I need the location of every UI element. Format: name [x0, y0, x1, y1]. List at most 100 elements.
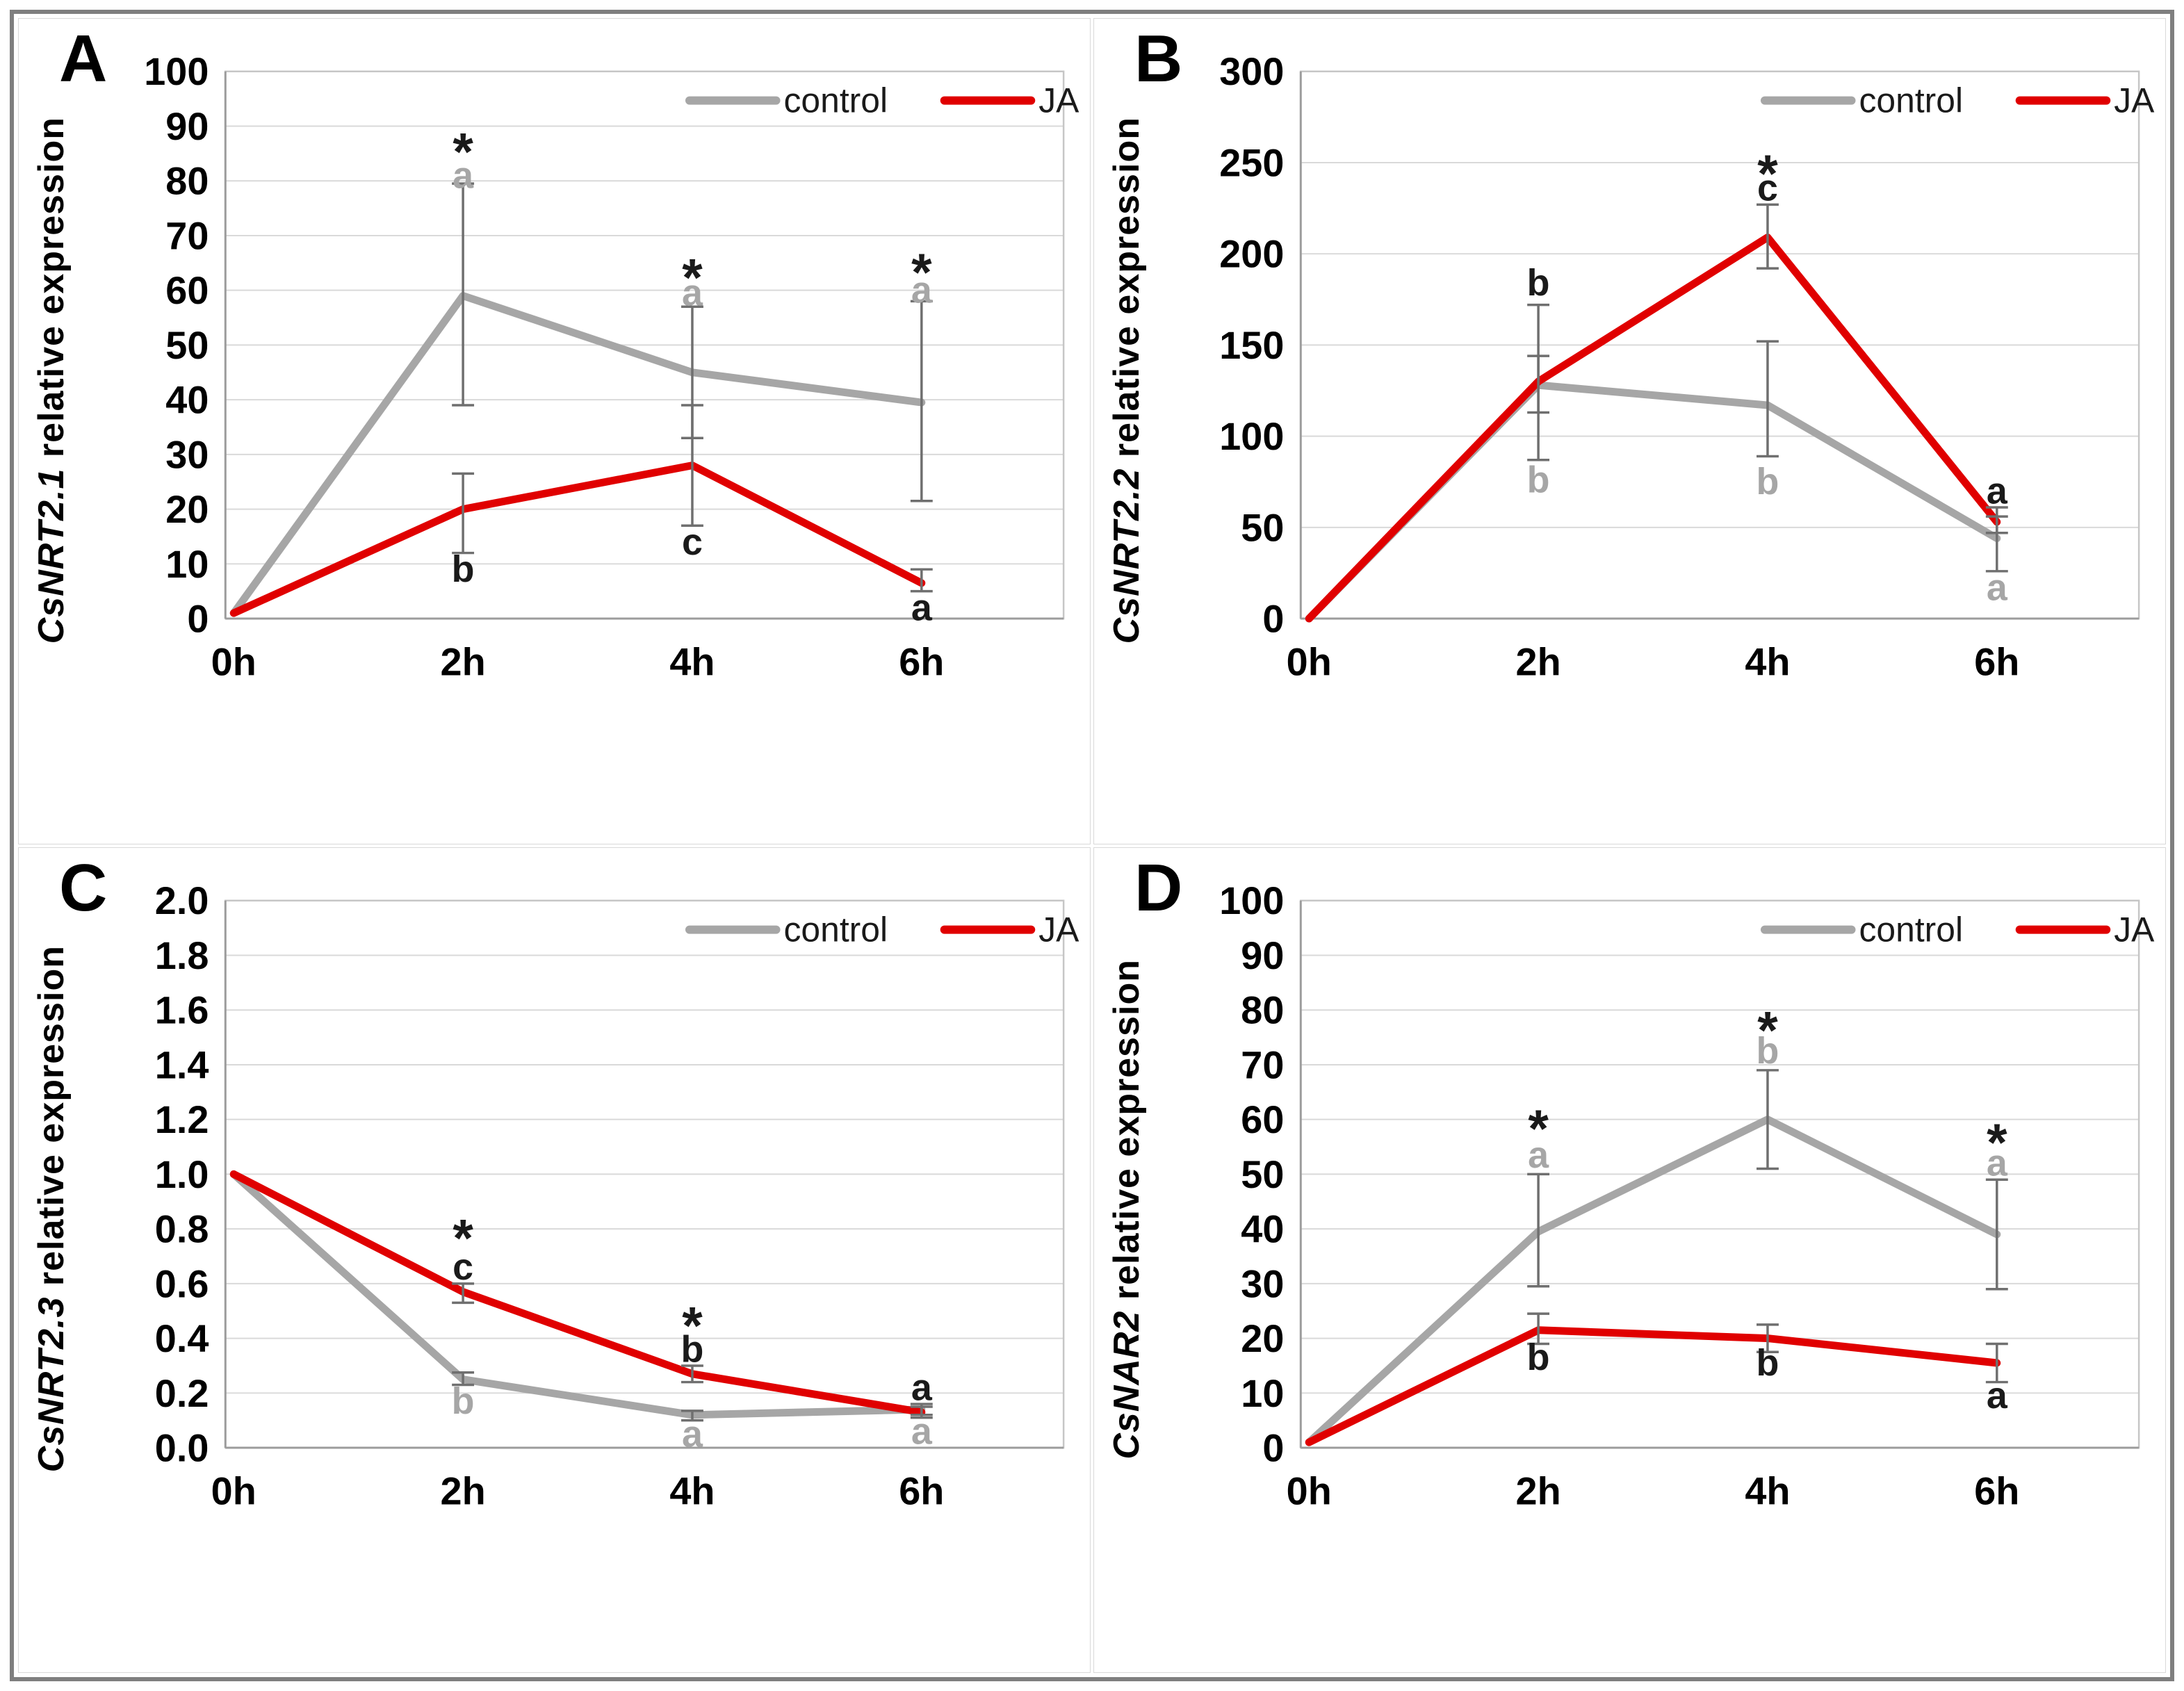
legend: control JA: [1760, 81, 2155, 120]
series-line-ja: [229, 461, 926, 617]
svg-text:20: 20: [165, 487, 209, 531]
svg-text:*: *: [1528, 1100, 1549, 1159]
svg-text:0.8: 0.8: [155, 1207, 209, 1250]
svg-text:a: a: [1528, 1134, 1549, 1175]
series-line-ja: [229, 1170, 926, 1416]
gene-name: CsNRT2.1: [31, 468, 72, 644]
svg-text:0h: 0h: [1287, 1469, 1332, 1512]
axis-lines: [224, 900, 1064, 1449]
y-axis-title-text: relative expression: [1107, 958, 1147, 1311]
error-bars: [452, 1282, 933, 1421]
svg-text:80: 80: [165, 159, 209, 203]
svg-text:0h: 0h: [211, 1469, 256, 1512]
svg-text:50: 50: [1241, 505, 1284, 549]
panel-c-y-axis-title: CsNRT2.3 relative expression: [22, 848, 81, 1571]
svg-text:b: b: [681, 1328, 704, 1370]
svg-text:60: 60: [1241, 1097, 1284, 1141]
svg-text:1.6: 1.6: [155, 988, 209, 1031]
svg-text:1.0: 1.0: [155, 1152, 209, 1195]
svg-text:4h: 4h: [1745, 640, 1790, 684]
svg-text:1.8: 1.8: [155, 933, 209, 977]
x-tick-labels: 0h 2h 4h 6h: [211, 640, 945, 684]
svg-text:60: 60: [165, 268, 209, 312]
panel-c-letter: C: [59, 850, 108, 925]
gridlines: [225, 70, 1064, 620]
legend-ja-label: JA: [2114, 910, 2155, 949]
legend-ja-label: JA: [1038, 910, 1079, 949]
svg-text:*: *: [682, 1296, 703, 1355]
svg-text:10: 10: [1241, 1371, 1284, 1414]
svg-text:a: a: [1987, 1142, 2008, 1184]
legend-control-label: control: [1859, 910, 1964, 949]
series-line-control: [229, 1170, 926, 1419]
svg-text:20: 20: [1241, 1316, 1284, 1360]
svg-text:250: 250: [1219, 140, 1284, 184]
svg-text:*: *: [453, 1209, 473, 1268]
svg-text:0: 0: [187, 597, 209, 641]
svg-text:a: a: [682, 272, 703, 314]
legend: control JA: [1760, 910, 2155, 949]
svg-text:0h: 0h: [1287, 640, 1332, 684]
panel-grid: A CsNRT2.1 relative expression 0 10 20 30 40…: [18, 18, 2166, 1673]
svg-text:b: b: [452, 1380, 475, 1422]
svg-text:50: 50: [1241, 1152, 1284, 1195]
svg-text:*: *: [1987, 1113, 2007, 1172]
svg-text:6h: 6h: [1974, 1469, 2019, 1512]
svg-text:90: 90: [1241, 933, 1284, 977]
gene-name: CsNAR2: [1107, 1310, 1147, 1460]
svg-text:*: *: [1757, 1001, 1778, 1060]
svg-text:c: c: [453, 1246, 473, 1288]
series-line-control: [229, 292, 926, 617]
svg-text:a: a: [911, 270, 933, 311]
svg-text:*: *: [453, 123, 473, 182]
svg-text:2h: 2h: [441, 1469, 486, 1512]
svg-text:a: a: [1987, 566, 2008, 608]
svg-text:10: 10: [165, 542, 209, 586]
svg-text:a: a: [911, 1366, 933, 1408]
axis-lines: [1299, 71, 2140, 620]
error-bars: [1527, 203, 2008, 573]
panel-d: D CsNAR2 relative expression 0 10 20 30 40 50…: [1093, 847, 2166, 1673]
panel-b: B CsNRT2.2 relative expression 0 50 100 150…: [1093, 18, 2166, 844]
svg-text:c: c: [1757, 168, 1778, 209]
gene-name: CsNRT2.2: [1107, 468, 1147, 644]
significance-annotations: b b *c b a a: [1527, 145, 2008, 608]
gridlines: [225, 899, 1064, 1448]
svg-text:0: 0: [1262, 1425, 1284, 1469]
significance-annotations: *ab*bb*aa: [1527, 1001, 2008, 1416]
axis-lines: [1299, 900, 2140, 1449]
svg-text:0.6: 0.6: [155, 1261, 209, 1305]
legend: control JA: [685, 81, 1079, 120]
gridlines: [1301, 70, 2140, 620]
legend: control JA: [685, 910, 1079, 949]
svg-text:150: 150: [1219, 323, 1284, 367]
error-bars: [452, 182, 933, 593]
legend-control-label: control: [1859, 81, 1964, 120]
panel-a-letter: A: [59, 22, 108, 96]
y-tick-labels: 0 50 100 150 200 250 300: [1219, 49, 1284, 640]
svg-text:40: 40: [1241, 1207, 1284, 1250]
svg-text:a: a: [682, 1413, 703, 1455]
svg-text:*: *: [682, 249, 703, 308]
svg-text:4h: 4h: [669, 640, 715, 684]
svg-text:2h: 2h: [1516, 640, 1561, 684]
legend-ja-label: JA: [1038, 81, 1079, 120]
svg-text:100: 100: [144, 49, 209, 93]
gene-name: CsNRT2.3: [31, 1296, 72, 1473]
significance-annotations: *ab*ac*aa: [452, 123, 933, 629]
svg-text:100: 100: [1219, 414, 1284, 458]
gridlines: [1301, 899, 2140, 1448]
svg-text:2.0: 2.0: [155, 879, 209, 922]
chart-svg-c: 0.0 0.2 0.4 0.6 0.8 1.0 1.2 1.4 1.6 1.8 2.0 0h 2h 4h 6…: [155, 879, 1079, 1512]
svg-text:0.0: 0.0: [155, 1425, 209, 1469]
figure-frame: A CsNRT2.1 relative expression 0 10 20 30 40…: [10, 10, 2174, 1681]
svg-text:1.2: 1.2: [155, 1097, 209, 1141]
series-line-control: [1305, 381, 2001, 623]
svg-text:b: b: [1527, 1337, 1550, 1378]
svg-text:200: 200: [1219, 232, 1284, 276]
legend-ja-label: JA: [2114, 81, 2155, 120]
svg-text:a: a: [453, 154, 474, 196]
series-line-control: [1305, 1115, 2001, 1446]
